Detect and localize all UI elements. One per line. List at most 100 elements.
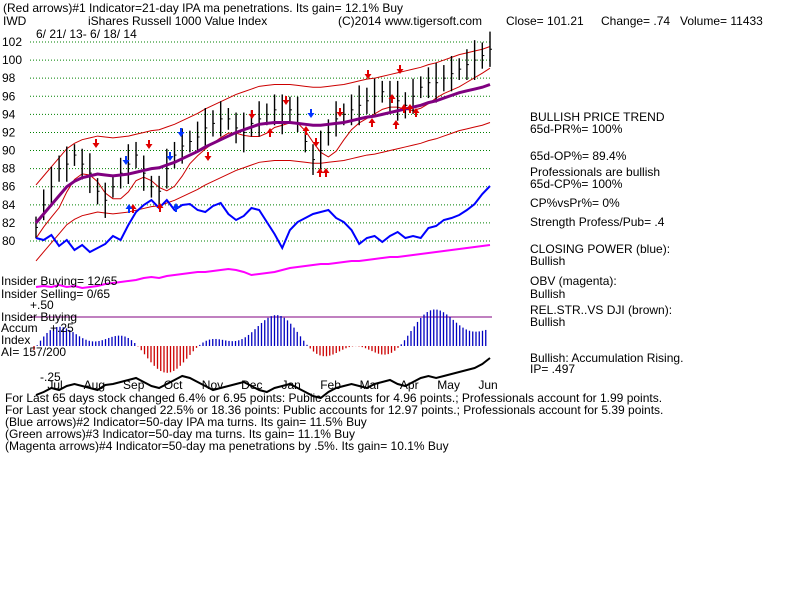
y-axis-ticks: 80 82 84 86 88 90 92 94 96 98 100 102 bbox=[2, 35, 22, 248]
footer-magenta-arrows: (Magenta arrows)#4 Indicator=50-day ma p… bbox=[5, 439, 449, 453]
signal-arrow bbox=[307, 109, 315, 118]
y-tick-label: 100 bbox=[2, 53, 22, 67]
x-tick-label: Apr bbox=[400, 378, 419, 392]
signal-arrow bbox=[396, 65, 404, 74]
footer-blue-arrows: (Blue arrows)#2 Indicator=50-day IPA ma … bbox=[5, 415, 367, 429]
pr-value: 65d-PR%= 100% bbox=[530, 122, 623, 136]
relstr-status: Bullish bbox=[530, 315, 566, 329]
accum-label: Accum bbox=[1, 321, 38, 335]
signal-arrow bbox=[316, 168, 324, 177]
lower-band bbox=[35, 122, 491, 262]
signal-arrow bbox=[406, 104, 414, 113]
signal-arrow bbox=[282, 96, 290, 105]
trend-title: BULLISH PRICE TREND bbox=[530, 110, 665, 124]
indicator1-line: (Red arrows)#1 Indicator=21-day IPA ma p… bbox=[3, 1, 403, 15]
y-tick-label: 82 bbox=[2, 216, 16, 230]
x-tick-label: Aug bbox=[84, 378, 105, 392]
signal-arrow bbox=[92, 139, 100, 148]
relative-strength bbox=[35, 357, 491, 400]
x-tick-label: Jul bbox=[47, 378, 62, 392]
obv-status: Bullish bbox=[530, 287, 566, 301]
signal-arrow bbox=[392, 120, 400, 129]
signal-arrow bbox=[400, 104, 408, 113]
y-tick-label: 94 bbox=[2, 107, 16, 121]
relative-strength-line bbox=[35, 357, 491, 400]
security-name: iShares Russell 1000 Value Index bbox=[88, 14, 268, 28]
signal-arrow bbox=[204, 152, 212, 161]
index-label: Index bbox=[1, 333, 31, 347]
signal-arrow bbox=[166, 152, 174, 161]
volume-value: Volume= 11433 bbox=[680, 14, 763, 28]
x-tick-label: Jan bbox=[282, 378, 301, 392]
x-axis-ticks: Jul Aug Sep Oct Nov Dec Jan Feb Mar Apr May Jun bbox=[47, 378, 497, 392]
ai-value: AI= 157/200 bbox=[1, 345, 67, 359]
signal-arrow bbox=[172, 203, 180, 212]
signal-arrow bbox=[364, 70, 372, 79]
accumulation-index bbox=[30, 309, 492, 373]
y-tick-label: 88 bbox=[2, 162, 16, 176]
y-tick-label: 90 bbox=[2, 144, 16, 158]
y-tick-label: 96 bbox=[2, 89, 16, 103]
plus50-label: +.50 bbox=[30, 298, 54, 312]
x-tick-label: Feb bbox=[320, 378, 341, 392]
signal-arrow bbox=[412, 108, 420, 117]
y-tick-label: 98 bbox=[2, 71, 16, 85]
signal-arrow bbox=[266, 128, 274, 137]
relstr-label: REL.STR..VS DJI (brown): bbox=[530, 303, 673, 317]
x-tick-label: May bbox=[437, 378, 460, 392]
obv-line bbox=[35, 244, 491, 290]
closing-power-line bbox=[35, 185, 491, 254]
pros-status: Professionals are bullish bbox=[530, 165, 661, 179]
signal-arrow bbox=[122, 156, 130, 165]
signal-arrow bbox=[322, 168, 330, 177]
signal-arrow bbox=[302, 126, 310, 135]
change-value: Change= .74 bbox=[601, 14, 671, 28]
obv-label: OBV (magenta): bbox=[530, 274, 617, 288]
copyright: (C)2014 www.tigersoft.com bbox=[338, 14, 483, 28]
short-ma-line bbox=[35, 67, 491, 239]
close-value: Close= 101.21 bbox=[506, 14, 584, 28]
signal-arrow bbox=[156, 203, 164, 212]
signal-arrow bbox=[336, 108, 344, 117]
signal-arrow bbox=[248, 110, 256, 119]
y-tick-label: 92 bbox=[2, 125, 16, 139]
insider-selling-count: Insider Selling= 0/65 bbox=[1, 287, 111, 301]
obv bbox=[35, 244, 491, 290]
signal-arrow bbox=[388, 94, 396, 103]
ip-value: IP= .497 bbox=[530, 362, 576, 376]
footer-green-arrows: (Green arrows)#3 Indicator=50-day ma tur… bbox=[5, 427, 355, 441]
symbol: IWD bbox=[3, 14, 27, 28]
y-tick-label: 80 bbox=[2, 234, 16, 248]
y-tick-label: 84 bbox=[2, 198, 16, 212]
signal-arrow bbox=[312, 138, 320, 147]
y-tick-label: 86 bbox=[2, 180, 16, 194]
accum-status: Bullish: Accumulation Rising. bbox=[530, 351, 684, 365]
upper-band bbox=[35, 46, 491, 186]
x-tick-label: Sep bbox=[123, 378, 145, 392]
signal-arrow bbox=[145, 140, 153, 149]
insider-buying-count: Insider Buying= 12/65 bbox=[1, 274, 118, 288]
x-tick-label: Mar bbox=[360, 378, 381, 392]
x-tick-label: Jun bbox=[478, 378, 497, 392]
closing-power-status: Bullish bbox=[530, 254, 566, 268]
date-range: 6/ 21/ 13- 6/ 18/ 14 bbox=[36, 27, 137, 41]
y-tick-label: 102 bbox=[2, 35, 22, 49]
signal-arrows bbox=[92, 65, 420, 213]
op-value: 65d-OP%= 89.4% bbox=[530, 149, 627, 163]
signal-arrow bbox=[368, 118, 376, 127]
plus25-label: +.25 bbox=[50, 321, 74, 335]
cpvspr-value: CP%vsPr%= 0% bbox=[530, 196, 620, 210]
signal-arrow bbox=[125, 204, 133, 213]
ma50-line bbox=[34, 83, 491, 224]
footer-line-year: For Last year stock changed 22.5% or 18.… bbox=[5, 403, 664, 417]
signal-arrow bbox=[129, 204, 137, 213]
x-tick-label: Oct bbox=[164, 378, 183, 392]
price-bars bbox=[35, 31, 492, 239]
insider-buying-label: Insider Buying bbox=[1, 310, 78, 324]
cp-value: 65d-CP%= 100% bbox=[530, 177, 623, 191]
x-tick-label: Nov bbox=[202, 378, 223, 392]
price-bands bbox=[35, 46, 491, 262]
minus25-label: -.25 bbox=[40, 370, 61, 384]
strength-value: Strength Profess/Pub= .4 bbox=[530, 215, 665, 229]
